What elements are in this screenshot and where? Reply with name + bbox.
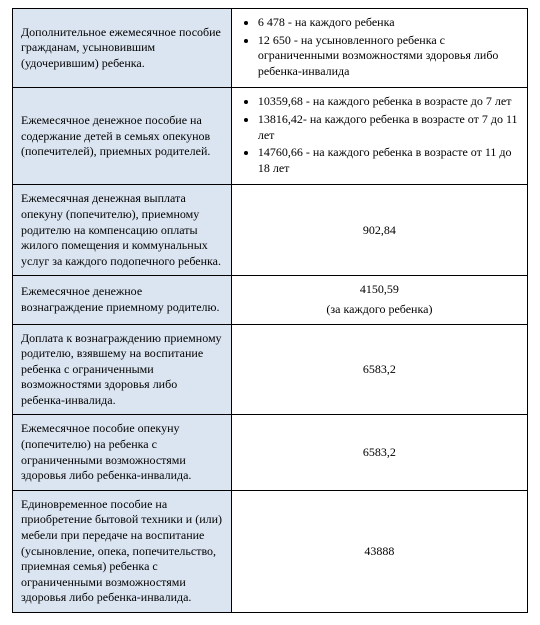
- benefits-table: Дополнительное ежемесячное пособие гражд…: [12, 8, 528, 613]
- table-row: Единовременное пособие на приобретение б…: [13, 490, 528, 612]
- page: Дополнительное ежемесячное пособие гражд…: [0, 0, 540, 625]
- benefit-value-cell: 4150,59 (за каждого ребенка): [231, 276, 527, 324]
- benefit-bullet: 14760,66 - на каждого ребенка в возрасте…: [258, 145, 519, 176]
- benefit-value-cell: 10359,68 - на каждого ребенка в возрасте…: [231, 88, 527, 185]
- benefit-label: Доплата к вознаграждению приемному родит…: [21, 331, 222, 407]
- benefit-label-cell: Дополнительное ежемесячное пособие гражд…: [13, 9, 232, 88]
- benefit-value: 6583,2: [363, 445, 396, 459]
- benefit-label-cell: Доплата к вознаграждению приемному родит…: [13, 324, 232, 415]
- table-row: Доплата к вознаграждению приемному родит…: [13, 324, 528, 415]
- benefit-label: Ежемесячная денежная выплата опекуну (по…: [21, 191, 221, 267]
- benefit-bullet: 12 650 - на усыновленного ребенка с огра…: [258, 33, 519, 80]
- table-row: Ежемесячное пособие опекуну (попечителю)…: [13, 415, 528, 490]
- benefit-label: Дополнительное ежемесячное пособие гражд…: [21, 25, 221, 70]
- table-row: Дополнительное ежемесячное пособие гражд…: [13, 9, 528, 88]
- benefit-bullet: 13816,42- на каждого ребенка в возрасте …: [258, 112, 519, 143]
- benefit-value: 43888: [364, 544, 394, 558]
- benefit-value-cell: 6 478 - на каждого ребенка 12 650 - на ус…: [231, 9, 527, 88]
- benefit-label-cell: Ежемесячное денежное пособие на содержан…: [13, 88, 232, 185]
- table-row: Ежемесячная денежная выплата опекуну (по…: [13, 185, 528, 276]
- table-row: Ежемесячное денежное пособие на содержан…: [13, 88, 528, 185]
- benefit-bullet: 10359,68 - на каждого ребенка в возрасте…: [258, 94, 519, 110]
- benefit-label: Ежемесячное пособие опекуну (попечителю)…: [21, 421, 191, 482]
- benefit-label-cell: Единовременное пособие на приобретение б…: [13, 490, 232, 612]
- benefit-value: 6583,2: [363, 362, 396, 376]
- benefit-bullet: 6 478 - на каждого ребенка: [258, 15, 519, 31]
- benefit-label: Ежемесячное денежное вознаграждение прие…: [21, 284, 219, 314]
- benefit-label-cell: Ежемесячное пособие опекуну (попечителю)…: [13, 415, 232, 490]
- benefit-label-cell: Ежемесячная денежная выплата опекуну (по…: [13, 185, 232, 276]
- benefit-bullet-list: 6 478 - на каждого ребенка 12 650 - на ус…: [240, 15, 519, 79]
- benefit-label: Единовременное пособие на приобретение б…: [21, 497, 222, 605]
- benefit-value-cell: 6583,2: [231, 324, 527, 415]
- benefit-bullet-list: 10359,68 - на каждого ребенка в возрасте…: [240, 94, 519, 176]
- benefit-label: Ежемесячное денежное пособие на содержан…: [21, 113, 210, 158]
- benefit-label-cell: Ежемесячное денежное вознаграждение прие…: [13, 276, 232, 324]
- benefit-value-cell: 6583,2: [231, 415, 527, 490]
- table-row: Ежемесячное денежное вознаграждение прие…: [13, 276, 528, 324]
- benefit-value-cell: 43888: [231, 490, 527, 612]
- benefit-value: 902,84: [363, 223, 396, 237]
- benefit-value-cell: 902,84: [231, 185, 527, 276]
- benefit-value: 4150,59: [360, 282, 399, 296]
- benefits-table-body: Дополнительное ежемесячное пособие гражд…: [13, 9, 528, 613]
- benefit-value-sub: (за каждого ребенка): [240, 302, 519, 318]
